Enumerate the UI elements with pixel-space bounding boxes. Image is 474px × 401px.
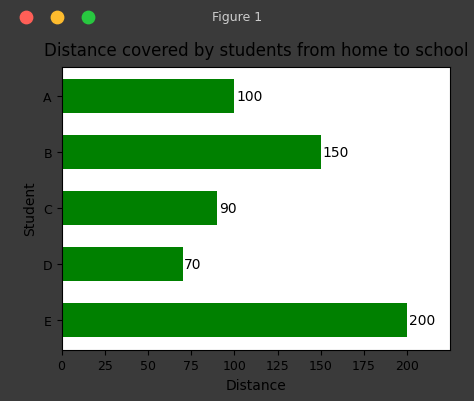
Text: 100: 100 [236, 90, 263, 104]
Bar [62, 192, 217, 225]
Text: 150: 150 [322, 146, 349, 160]
Text: 70: 70 [184, 257, 202, 271]
Bar [62, 136, 321, 170]
Bar [62, 247, 182, 281]
Text: Figure 1: Figure 1 [212, 11, 262, 24]
Bar [62, 80, 234, 113]
Title: Distance covered by students from home to school: Distance covered by students from home t… [44, 43, 468, 60]
Y-axis label: Student: Student [23, 181, 36, 236]
Bar [62, 304, 407, 337]
Text: 90: 90 [219, 202, 237, 215]
Text: 200: 200 [409, 313, 435, 327]
X-axis label: Distance: Distance [226, 378, 286, 392]
